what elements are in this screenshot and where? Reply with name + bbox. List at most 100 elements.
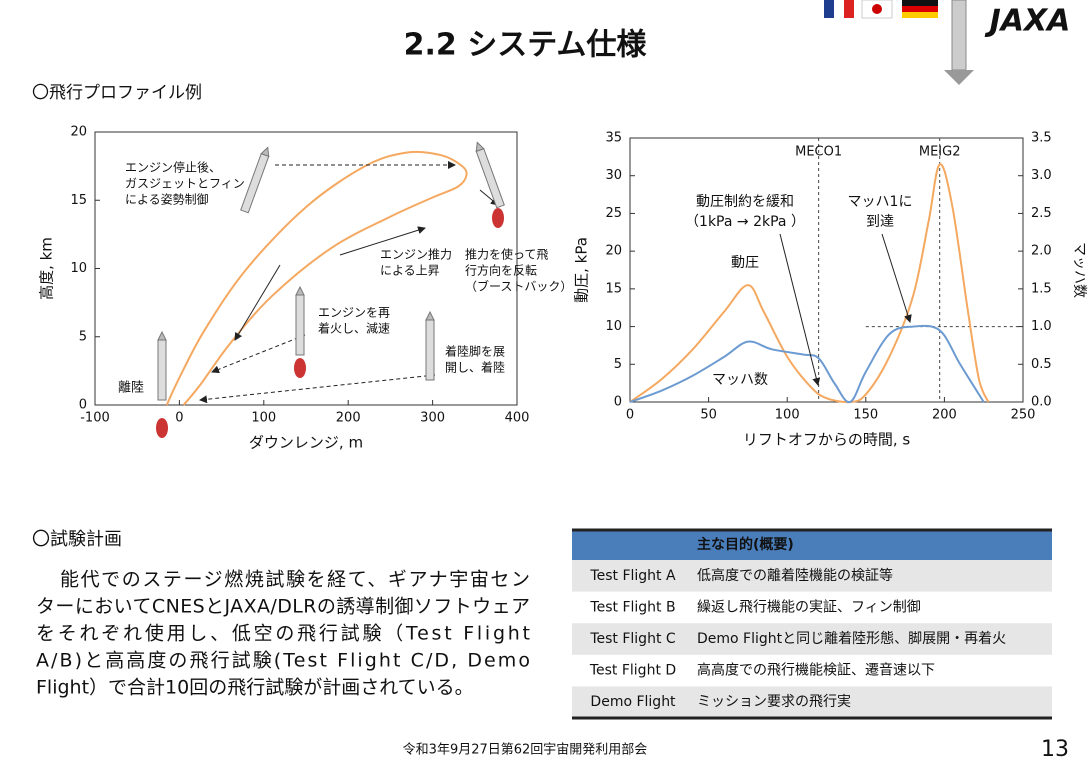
data-line [629,163,990,404]
rocket-nose [260,146,270,158]
body-text: Flight）で合計10回の飛行試験が計画されている。 [36,677,474,699]
body-text: ターにおいてCNESとJAXA/DLRの誘導制御ソフトウェア [36,596,530,618]
y2-tick-label: 1.5 [1031,281,1052,296]
section-heading: 〇試験計画 [32,529,122,550]
x-tick-label: -100 [80,411,110,426]
rocket-nose [475,141,485,153]
arrow [234,264,281,341]
table-cell: Test Flight B [589,599,675,615]
y-tick-label: 20 [605,244,622,259]
annotation: エンジン停止後、 [125,160,221,175]
rocket-icon [157,330,167,401]
annotation: による姿勢制御 [125,192,209,207]
rocket-icon [295,285,305,356]
annotation: 推力を使って飛 [465,247,548,262]
table-row-bg [572,686,1052,718]
annotation: 着陸脚を展 [445,344,505,359]
y2-tick-label: 3.0 [1031,168,1052,183]
arrow [881,233,912,323]
x-tick-label: 50 [700,408,717,423]
rocket-icon [240,146,270,214]
table-cell: 繰返し飛行機能の実証、フィン制御 [697,599,921,615]
series-label: マッハ数 [712,372,768,388]
data-line [629,324,985,404]
flags [824,0,974,85]
arrow [339,226,426,256]
table-cell: Test Flight D [589,663,676,679]
annotation: 動圧制約を緩和 [696,194,794,210]
y2-tick-label: 2.5 [1031,206,1052,221]
y-tick-label: 15 [70,193,87,208]
y-tick-label: 5 [79,329,87,344]
table-cell: Demo Flight [590,694,676,710]
annotation: マッハ1に [848,194,913,210]
x-tick-label: 150 [853,408,878,423]
table-header: 主な目的(概要) [697,536,794,553]
body-text: A/B)と高高度の飛行試験(Test Flight C/D, Demo [36,650,530,672]
rocket-plume [492,208,504,228]
y-tick-label: 0 [79,398,87,413]
table-header-bg [572,530,1052,560]
y2-tick-label: 3.5 [1031,131,1052,146]
y-tick-label: 20 [70,125,87,140]
arrow [199,374,436,404]
table-cell: Demo Flightと同じ離着陸形態、脚展開・再着火 [697,630,1006,647]
y-tick-label: 35 [605,131,622,146]
annotation: による上昇 [380,264,440,278]
x-tick-label: 400 [505,411,530,426]
annotation: ガスジェットとフィン [125,177,245,191]
annotation: 行方向を反転 [465,263,537,278]
body-text: 能代でのステージ燃焼試験を経て、ギアナ宇宙セン [60,569,530,591]
y-axis-label: 動圧, kPa [573,237,591,303]
rocket-plume [156,418,168,438]
table-row-bg [572,560,1052,592]
rocket-body [295,294,305,356]
y-tick-label: 15 [605,281,622,296]
annotation: 着火し、減速 [318,321,390,336]
data-line [165,150,468,406]
y-tick-label: 10 [70,261,87,276]
rocket-nose [425,310,435,321]
x-tick-label: 0 [175,411,183,426]
y2-tick-label: 0.0 [1031,395,1052,410]
x-axis-label: リフトオフからの時間, s [743,431,911,449]
series-label: 動圧 [731,255,759,271]
annotation: 開し、着陸 [445,360,505,375]
x-tick-label: 200 [932,408,957,423]
table-cell: ミッション要求の飛行実 [697,694,851,710]
rocket-body [157,339,167,401]
footer-text: 令和3年9月27日第62回宇宙開発利用部会 [403,743,648,758]
logo: JAXA [985,4,1071,39]
table-cell: 高高度での飛行機能検証、遷音速以下 [697,662,935,679]
table-cell: Test Flight C [589,631,676,647]
page-number: 13 [1041,737,1069,762]
y2-tick-label: 2.0 [1031,244,1052,259]
annotation: エンジン推力 [380,248,452,262]
rocket-nose [295,285,305,296]
rocket-plume [294,358,306,378]
rocket-icon [425,310,435,381]
y2-axis-label: マッハ数 [1071,242,1087,298]
x-axis-label: ダウンレンジ, m [249,434,363,452]
y2-tick-label: 1.0 [1031,319,1052,334]
section-heading: 〇飛行プロファイル例 [32,83,202,103]
x-tick-label: 250 [1011,408,1036,423]
y-tick-label: 0 [614,395,622,410]
y-tick-label: 25 [605,206,622,221]
rocket-body [425,319,435,381]
y-tick-label: 10 [605,319,622,334]
plot-frame [629,137,1024,403]
rocket-body [240,152,270,214]
y-tick-label: 5 [614,357,622,372]
annotation: エンジンを再 [318,306,390,320]
y2-tick-label: 0.5 [1031,357,1052,372]
table-cell: Test Flight A [589,568,676,584]
annotation: 到達 [866,214,894,230]
rocket-icon [475,141,505,209]
arrow [779,233,821,386]
annotation: （1kPa → 2kPa ） [685,214,805,230]
event-label: MEIG2 [919,145,961,160]
slide-title: 2.2 システム仕様 [404,28,648,63]
y-tick-label: 30 [605,168,622,183]
